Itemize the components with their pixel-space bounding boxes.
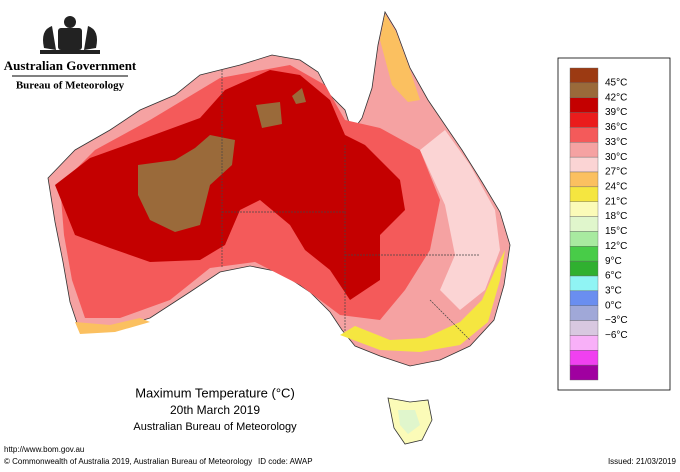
legend-label: 42°C: [605, 92, 627, 103]
legend-swatch: [569, 246, 599, 262]
legend-swatch: [569, 97, 599, 113]
legend-label: 12°C: [605, 241, 627, 252]
region-42: [138, 135, 235, 232]
legend-swatch: [569, 320, 599, 336]
bureau-name: Bureau of Meteorology: [16, 80, 125, 92]
map-source: Australian Bureau of Meteorology: [133, 421, 297, 433]
region-42b: [256, 88, 306, 128]
legend-swatch: [569, 171, 599, 188]
legend-label: −3°C: [605, 315, 628, 326]
legend-swatch: [569, 127, 599, 143]
legend-swatch: [569, 67, 599, 84]
legend-swatch: [569, 335, 599, 351]
footer-copyright: © Commonwealth of Australia 2019, Austra…: [4, 457, 252, 466]
legend-label: 3°C: [605, 285, 622, 296]
region-30-east: [420, 130, 500, 310]
legend-label: 33°C: [605, 137, 627, 148]
legend-swatch: [569, 275, 599, 292]
legend-swatch: [569, 186, 599, 202]
legend-label: 24°C: [605, 181, 627, 192]
legend: 45°C 42°C 39°C 36°C 33°C 30°C 27°C 24°C 21°C 18°C…: [557, 57, 671, 391]
footer-id: ID code: AWAP: [258, 457, 313, 466]
legend-label: 30°C: [605, 152, 627, 163]
legend-swatch: [569, 112, 599, 128]
legend-swatch: [569, 260, 599, 277]
legend-swatch: [569, 156, 599, 173]
legend-label: −6°C: [605, 330, 628, 341]
state-borders: [221, 70, 480, 341]
legend-label: 15°C: [605, 226, 627, 237]
legend-label: 6°C: [605, 271, 622, 282]
legend-swatch: [569, 364, 599, 381]
region-27-southwest: [75, 318, 150, 334]
legend-swatch: [569, 231, 599, 247]
map-title: Maximum Temperature (°C): [135, 385, 295, 400]
legend-swatch: [569, 201, 599, 217]
legend-swatch: [569, 82, 599, 98]
legend-label: 45°C: [605, 77, 627, 88]
footer-issued: Issued: 21/03/2019: [608, 457, 677, 466]
coat-of-arms: [40, 16, 100, 54]
region-24-southeast: [340, 250, 505, 352]
legend-swatch: [569, 305, 599, 321]
legend-label: 18°C: [605, 211, 627, 222]
legend-label: 9°C: [605, 256, 622, 267]
org-name: Australian Government: [4, 58, 137, 73]
legend-label: 21°C: [605, 196, 627, 207]
map: [47, 10, 511, 445]
region-39: [55, 70, 405, 300]
legend-label: 39°C: [605, 107, 627, 118]
legend-label: 27°C: [605, 167, 627, 178]
legend-swatch: [569, 142, 599, 158]
tasmania-core: [398, 410, 420, 434]
legend-label: 36°C: [605, 122, 627, 133]
region-27-north: [380, 14, 420, 102]
legend-swatch: [569, 290, 599, 306]
legend-swatch: [569, 216, 599, 232]
map-date: 20th March 2019: [170, 403, 260, 417]
legend-swatch: [569, 350, 599, 366]
footer-url: http://www.bom.gov.au: [4, 445, 84, 454]
legend-label: 0°C: [605, 300, 622, 311]
